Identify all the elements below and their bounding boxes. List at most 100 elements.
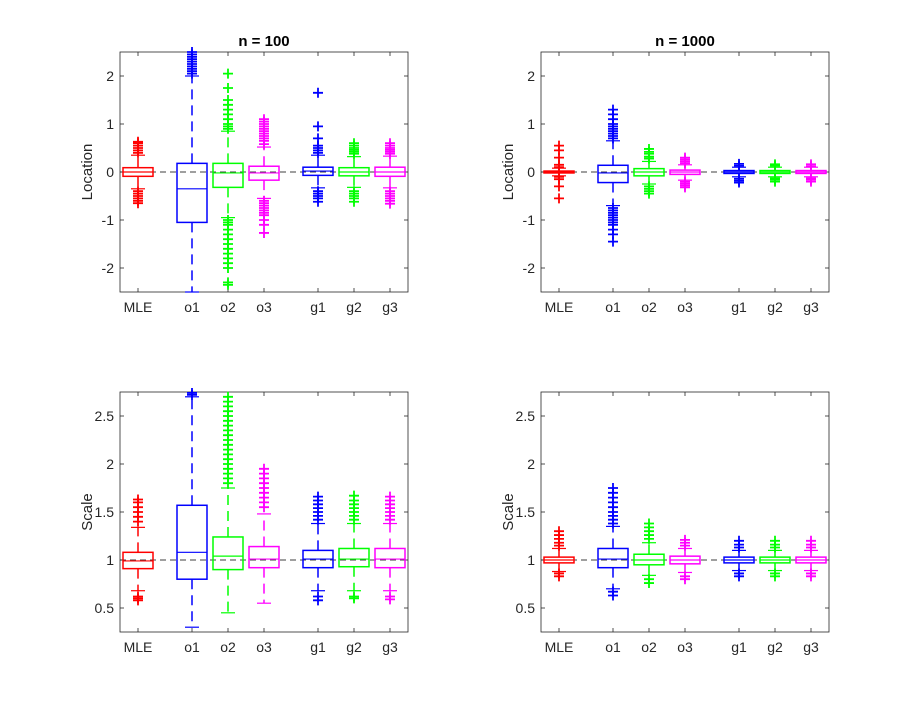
x-tick-label: MLE: [545, 639, 574, 655]
iqr-box: [212, 162, 244, 189]
y-tick-label: 2: [106, 456, 114, 472]
y-tick-label: 1: [527, 552, 535, 568]
y-tick-label: 2: [527, 68, 535, 84]
outlier-marker: [385, 138, 395, 149]
outlier-marker: [608, 104, 618, 115]
outlier-marker: [223, 391, 233, 402]
box-o3: o3: [669, 52, 701, 315]
outlier-marker: [223, 83, 233, 93]
y-axis-label: Location: [79, 144, 96, 201]
box-g2: g2: [338, 392, 370, 655]
outlier-marker: [133, 136, 143, 147]
x-tick-label: g2: [346, 299, 362, 315]
x-tick-label: o3: [677, 299, 693, 315]
box-g2: g2: [338, 52, 370, 315]
box-g3: g3: [795, 392, 827, 655]
outlier-marker: [349, 186, 359, 197]
y-axis-label: Scale: [500, 493, 517, 531]
box-o2: o2: [633, 392, 665, 655]
outlier-marker: [806, 568, 816, 579]
box-g2: g2: [759, 392, 791, 655]
outlier-marker: [680, 534, 690, 545]
chart-panel-4: 0.5 1 1.5 2 2.5 Scale MLE o1 o2 o3 g1 g2 g3: [500, 391, 830, 655]
y-tick-label: 0.5: [95, 600, 115, 616]
outlier-marker: [770, 159, 780, 170]
outlier-marker: [644, 518, 654, 529]
box-o3: o3: [669, 392, 701, 655]
y-tick-label: 0.5: [516, 600, 536, 616]
outlier-marker: [223, 95, 233, 105]
outlier-marker: [644, 143, 654, 154]
outlier-marker: [133, 494, 143, 505]
box-o2: o2: [212, 391, 244, 655]
box-g1: g1: [723, 392, 755, 655]
chart-panel-3: 0.5 1 1.5 2 2.5 Scale MLE o1 o2 o3 g1 g2 g3: [79, 387, 409, 655]
x-tick-label: g1: [310, 639, 326, 655]
y-tick-label: 1.5: [516, 504, 536, 520]
chart-title: n = 1000: [655, 33, 715, 50]
chart-panel-1: -2 -1 0 1 2 Location n = 100 MLE o1 o2 o3 g1 g2 g3: [79, 33, 409, 315]
outlier-marker: [349, 591, 359, 602]
outlier-marker: [680, 571, 690, 582]
outlier-marker: [734, 535, 744, 546]
y-tick-label: 2: [527, 456, 535, 472]
x-tick-label: o3: [256, 639, 272, 655]
outlier-marker: [385, 186, 395, 197]
x-tick-label: g2: [767, 299, 783, 315]
box-o1: o1: [176, 47, 208, 315]
outlier-marker: [349, 138, 359, 149]
x-tick-label: o2: [220, 639, 236, 655]
outlier-marker: [734, 568, 744, 579]
y-tick-label: 2.5: [516, 408, 536, 424]
y-tick-label: 2: [106, 68, 114, 84]
box-o2: o2: [633, 52, 665, 315]
outlier-marker: [608, 203, 618, 213]
x-tick-label: MLE: [124, 299, 153, 315]
outlier-marker: [313, 186, 323, 197]
chart-panel-2: -2 -1 0 1 2 Location n = 1000 MLE o1 o2 o3 g1 g2 g3: [500, 33, 830, 315]
chart-title: n = 100: [238, 33, 289, 50]
outlier-marker: [734, 173, 744, 184]
x-tick-label: g1: [731, 299, 747, 315]
x-tick-label: o1: [184, 639, 200, 655]
outlier-marker: [554, 140, 564, 151]
outlier-marker: [313, 87, 323, 98]
y-tick-label: 0: [527, 164, 535, 180]
box-g2: g2: [759, 52, 791, 315]
outlier-marker: [554, 568, 564, 579]
x-tick-label: g1: [731, 639, 747, 655]
outlier-marker: [259, 195, 269, 206]
y-tick-label: -2: [102, 260, 115, 276]
outlier-marker: [680, 176, 690, 187]
outlier-marker: [734, 158, 744, 169]
iqr-box: [597, 547, 629, 569]
x-tick-label: o3: [677, 639, 693, 655]
outlier-marker: [644, 574, 654, 585]
iqr-box: [212, 536, 244, 571]
iqr-box: [338, 547, 370, 568]
plot-area: [540, 391, 830, 633]
x-tick-label: g3: [382, 639, 398, 655]
y-tick-label: 1: [527, 116, 535, 132]
outlier-marker: [223, 277, 233, 288]
outlier-marker: [133, 591, 143, 602]
x-tick-label: g3: [803, 299, 819, 315]
outlier-marker: [313, 133, 323, 144]
box-o1: o1: [176, 387, 208, 655]
y-tick-label: 1: [106, 552, 114, 568]
iqr-box: [374, 547, 406, 569]
y-tick-label: 2.5: [95, 408, 115, 424]
outlier-marker: [770, 535, 780, 546]
y-tick-label: -1: [523, 212, 536, 228]
x-tick-label: o2: [641, 639, 657, 655]
y-tick-label: -1: [102, 212, 115, 228]
box-MLE: MLE: [122, 392, 154, 655]
outlier-marker: [806, 173, 816, 184]
box-MLE: MLE: [543, 392, 575, 655]
x-tick-label: o3: [256, 299, 272, 315]
outlier-marker: [385, 591, 395, 602]
outlier-marker: [554, 193, 564, 204]
x-tick-label: o1: [184, 299, 200, 315]
outlier-marker: [554, 526, 564, 537]
